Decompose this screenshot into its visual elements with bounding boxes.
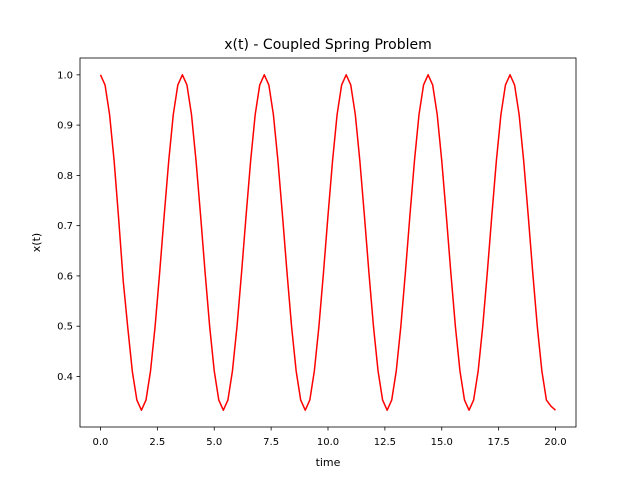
x-tick-label: 7.5 (263, 437, 279, 448)
x-axis-label: time (316, 456, 341, 469)
y-tick-label: 0.7 (57, 221, 73, 232)
x-tick-label: 10.0 (317, 437, 339, 448)
x-tick-label: 0.0 (93, 437, 109, 448)
x-tick-label: 12.5 (374, 437, 396, 448)
axes-frame (79, 57, 577, 428)
x-tick-label: 5.0 (206, 437, 222, 448)
x-tick-label: 20.0 (544, 437, 566, 448)
y-tick-label: 0.6 (57, 271, 73, 282)
plot-area (99, 74, 557, 411)
x-tick-label: 15.0 (431, 437, 453, 448)
y-axis-label: x(t) (30, 233, 43, 252)
chart-title: x(t) - Coupled Spring Problem (224, 37, 431, 53)
y-tick-label: 0.8 (57, 171, 73, 182)
x-tick-label: 2.5 (149, 437, 165, 448)
y-tick-label: 1.0 (57, 70, 73, 81)
x-tick-label: 17.5 (488, 437, 510, 448)
x-axis-ticks: 0.0 2.5 5.0 7.5 10.0 12.5 15.0 17.5 20.0 (93, 427, 567, 448)
y-tick-label: 0.4 (57, 372, 73, 383)
y-tick-label: 0.9 (57, 121, 73, 132)
series-line (99, 74, 557, 411)
y-tick-label: 0.5 (57, 322, 73, 333)
y-axis-ticks: 0.4 0.5 0.6 0.7 0.8 0.9 1.0 (57, 70, 80, 383)
